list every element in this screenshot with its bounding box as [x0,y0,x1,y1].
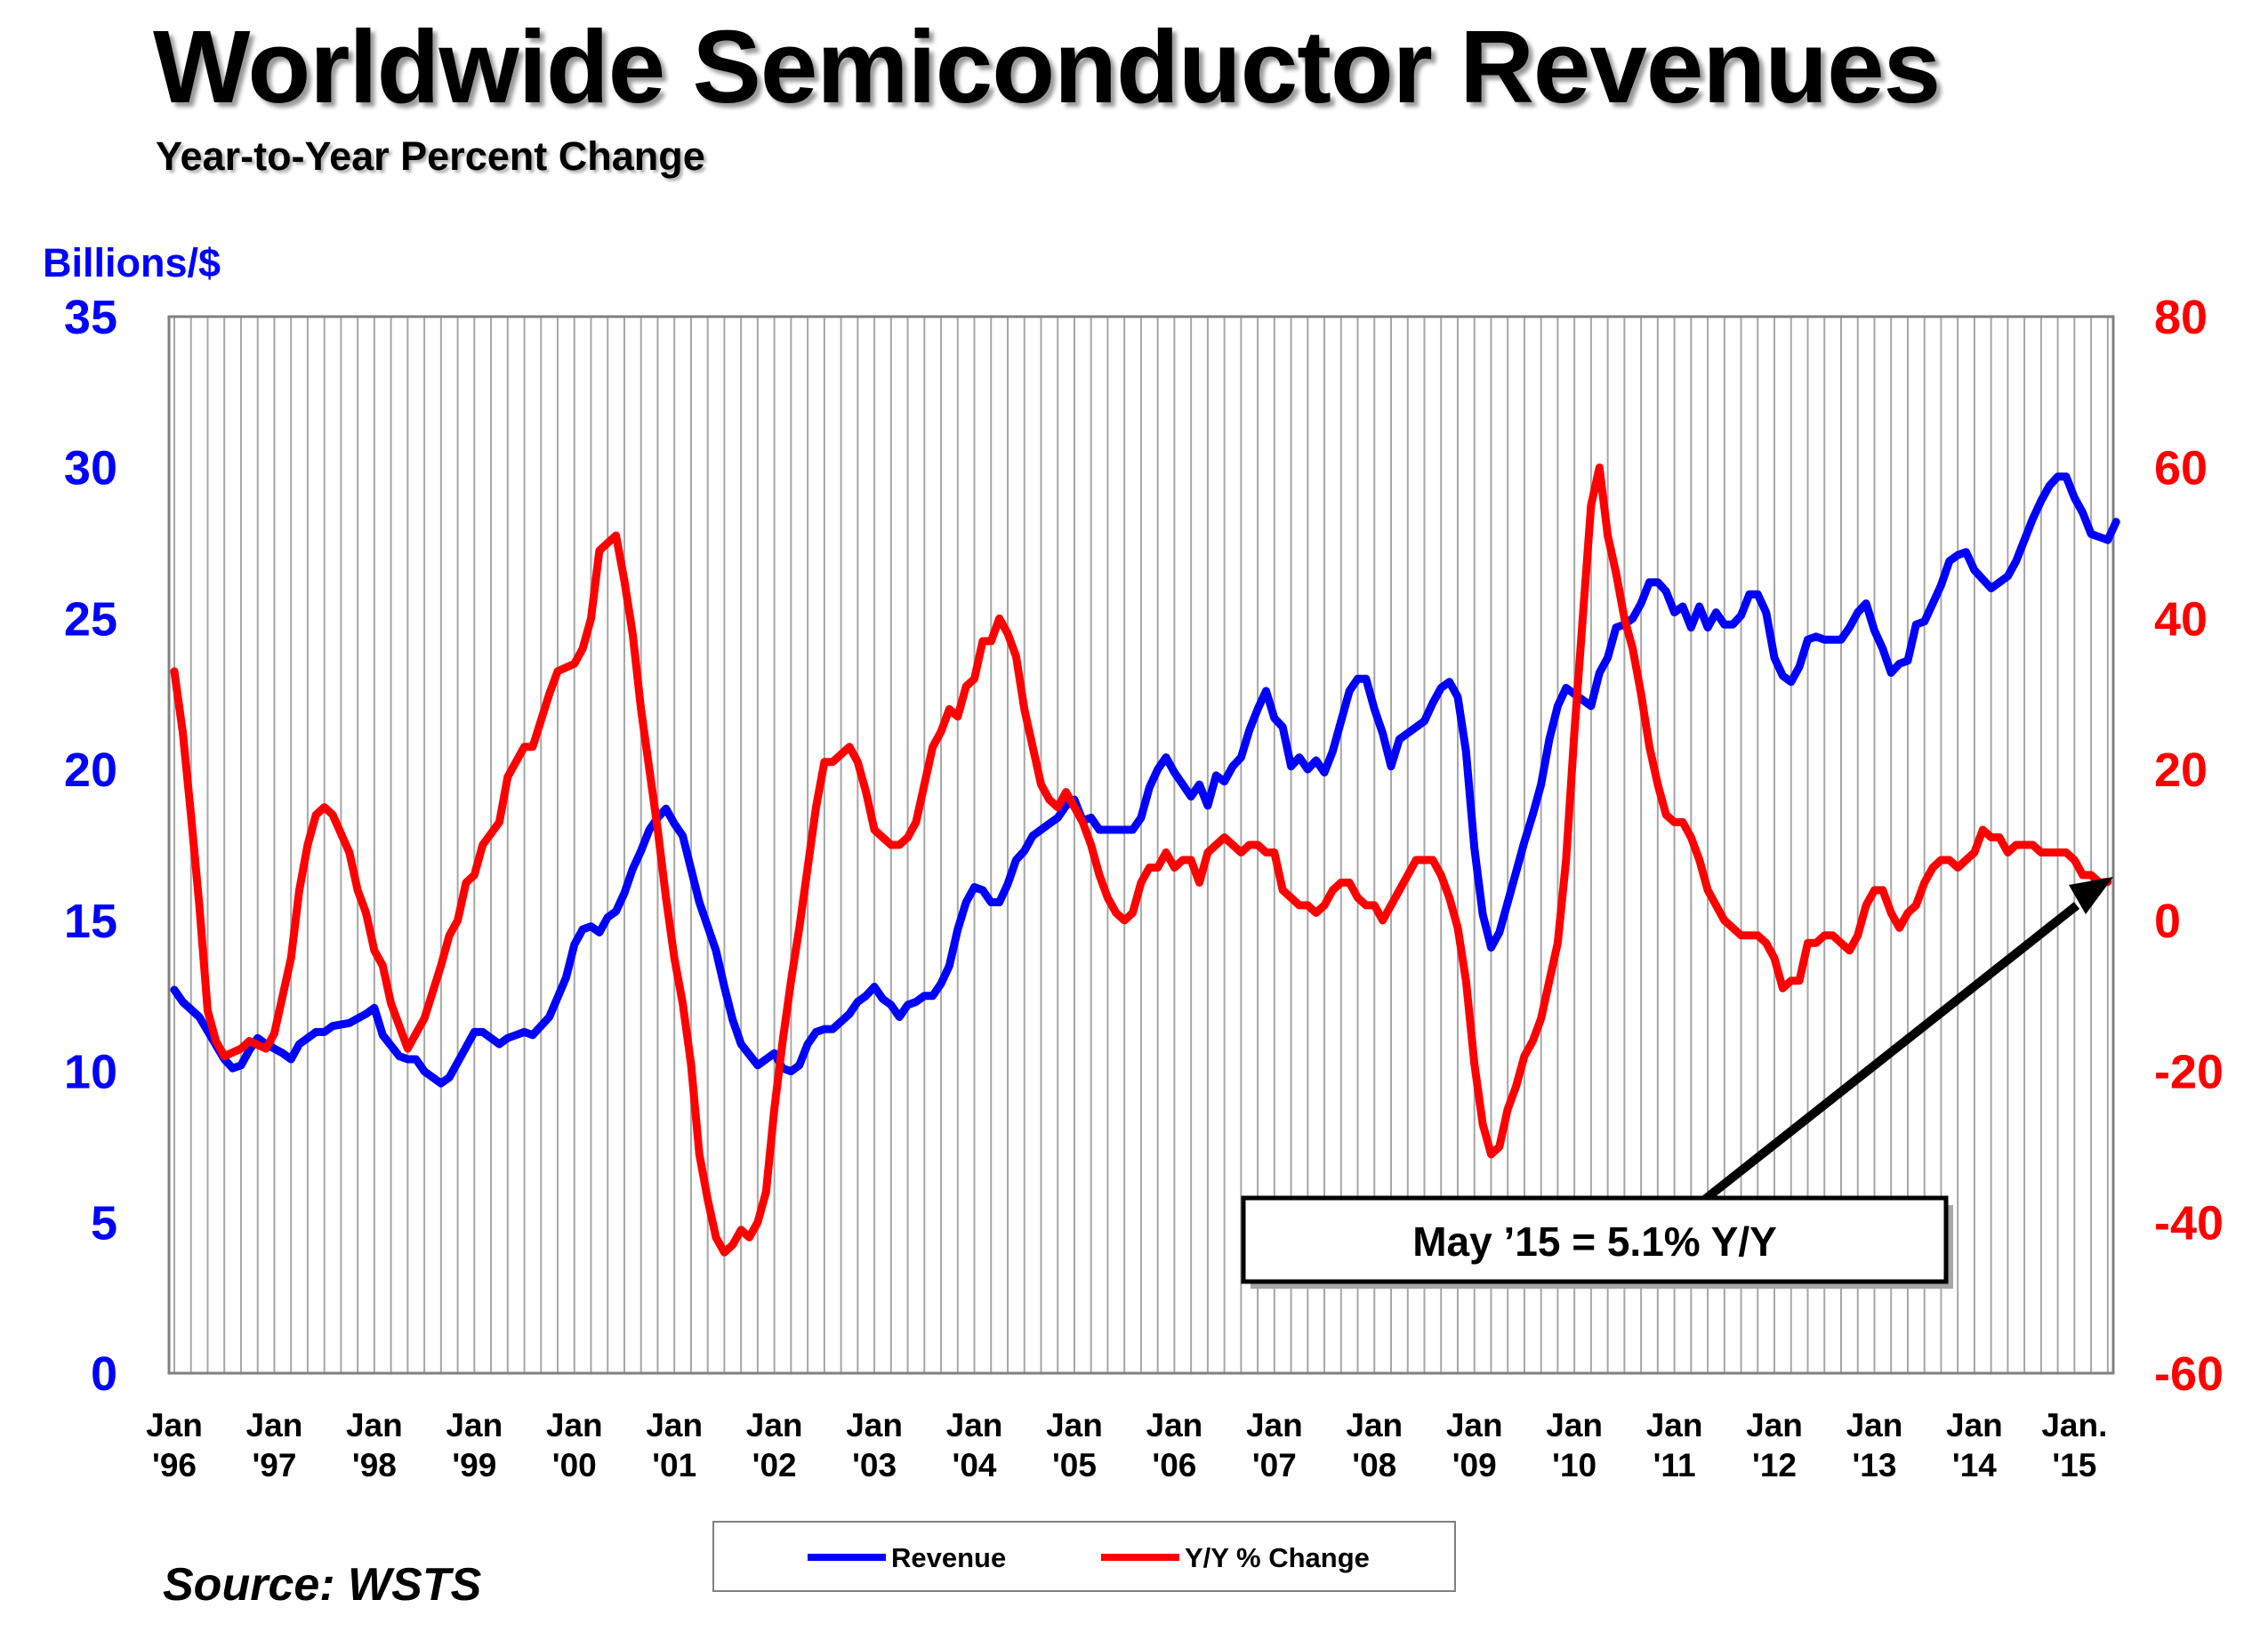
x-tick-label-year: '96 [152,1447,197,1483]
x-tick-label-month: Jan. [2041,1407,2107,1443]
x-tick-label-year: '08 [1352,1447,1396,1483]
series-line-y-y-change [170,463,2112,1257]
x-tick-label-year: '11 [1653,1447,1696,1483]
annotation-arrow-line [1700,902,2080,1204]
x-tick-label-year: '12 [1752,1447,1797,1483]
annotation-box [1241,1195,1949,1284]
x-tick-label-year: '98 [352,1447,397,1483]
x-tick-label-year: '09 [1452,1447,1497,1483]
x-tick-label-year: '01 [652,1447,696,1483]
x-tick-label-year: '06 [1152,1447,1196,1483]
x-tick-label-year: '05 [1052,1447,1097,1483]
x-tick-label-year: '10 [1552,1447,1596,1483]
x-tick-label-month: Jan [146,1407,203,1443]
x-tick-label-year: '13 [1852,1447,1896,1483]
x-tick-label-month: Jan [846,1407,903,1443]
right-axis: -60 -40 -20 0 20 40 60 80 [2154,291,2224,1401]
y-left-tick-label: 30 [64,442,117,495]
x-tick-label-month: Jan [1746,1407,1803,1443]
x-tick-label-month: Jan [246,1407,303,1443]
y-right-tick-label: 60 [2154,442,2208,495]
legend-label-revenue: Revenue [891,1542,1006,1573]
x-tick-label-month: Jan [446,1407,503,1443]
x-axis: Jan '96 Jan '97 Jan '98 Jan '99 Jan '00 Jan '01 Jan '… [146,1407,2107,1483]
chart-subtitle: Year-to-Year Percent Change [156,133,705,179]
series-line-revenue [170,472,2120,1088]
source-note: Source: WSTS [163,1559,482,1611]
x-tick-label-month: Jan [646,1407,703,1443]
y-left-tick-label: 25 [64,592,117,646]
x-tick-label-year: '02 [752,1447,797,1483]
x-tick-label-year: '04 [953,1447,997,1483]
annotation-arrowhead [2069,877,2113,914]
plot-frame [167,315,2115,1375]
x-tick-label-year: '14 [1952,1447,1997,1483]
legend: Revenue Y/Y % Change [712,1521,1456,1592]
y-left-tick-label: 0 [91,1347,117,1401]
annotation: May ’15 = 5.1% Y/Y [1241,877,2113,1289]
x-tick-label-month: Jan [1446,1407,1503,1443]
y-right-tick-label: 80 [2154,291,2208,344]
x-tick-label-month: Jan [1846,1407,1903,1443]
y-left-tick-label: 15 [64,895,117,948]
y-right-tick-label: 0 [2154,895,2181,948]
x-tick-label-month: Jan [1546,1407,1603,1443]
x-tick-label-year: '03 [852,1447,897,1483]
x-tick-label-month: Jan [1146,1407,1203,1443]
y-right-tick-label: 20 [2154,744,2208,797]
x-tick-label-month: Jan [1246,1407,1303,1443]
y-right-tick-label: -60 [2154,1347,2224,1401]
x-tick-label-year: '15 [2052,1447,2096,1483]
x-tick-label-month: Jan [1346,1407,1403,1443]
x-tick-label-month: Jan [546,1407,603,1443]
x-tick-label-month: Jan [746,1407,803,1443]
chart-title: Worldwide Semiconductor Revenues [153,9,1941,125]
left-axis: 0 5 10 15 20 25 30 35 [64,291,117,1401]
annotation-text: May ’15 = 5.1% Y/Y [1412,1218,1777,1265]
y-left-tick-label: 35 [64,291,117,344]
y-left-tick-label: 20 [64,744,117,797]
x-tick-label-month: Jan [1946,1407,2003,1443]
x-tick-label-year: '00 [552,1447,597,1483]
x-tick-label-month: Jan [1646,1407,1703,1443]
x-tick-label-month: Jan [1046,1407,1103,1443]
y-left-axis-label: Billions/$ [43,240,221,285]
series-lines [170,463,2120,1257]
x-tick-label-month: Jan [346,1407,403,1443]
x-tick-label-year: '07 [1252,1447,1297,1483]
y-right-tick-label: 40 [2154,592,2208,646]
y-right-tick-label: -20 [2154,1046,2224,1099]
x-tick-label-year: '99 [452,1447,496,1483]
x-tick-label-month: Jan [946,1407,1003,1443]
y-right-tick-label: -40 [2154,1196,2224,1250]
x-tick-label-year: '97 [252,1447,296,1483]
y-left-tick-label: 10 [64,1046,117,1099]
y-left-tick-label: 5 [91,1196,117,1250]
legend-label-yy-change: Y/Y % Change [1185,1542,1370,1573]
